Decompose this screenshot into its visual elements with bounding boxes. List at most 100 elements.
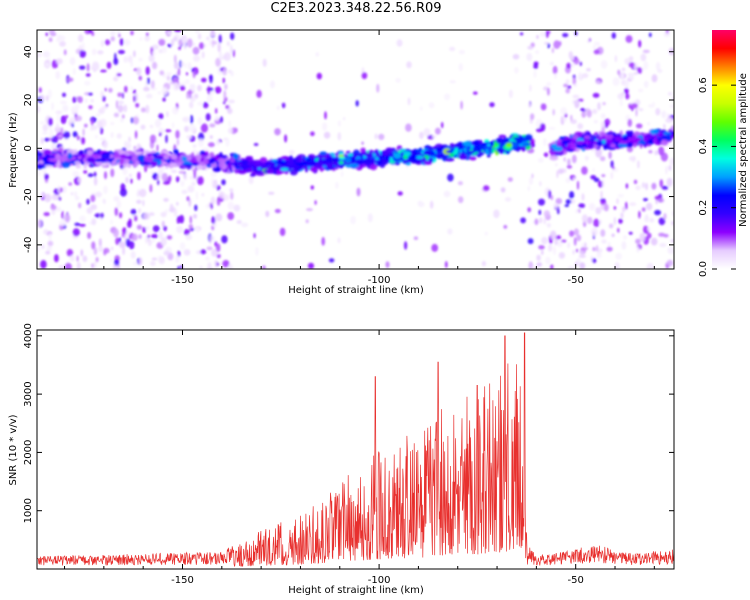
spectrogram-speckle-blob [581,166,588,175]
spectrogram-speckle-blob [159,70,165,76]
spectrogram-band-blob [191,152,195,159]
spectrogram-speckle-blob [395,77,401,83]
spectrogram-speckle-blob [617,227,620,233]
spectrogram-speckle-blob [545,256,551,265]
spectrogram-speckle-blob [40,121,44,125]
spectrogram-band-blob [294,165,301,169]
spectrogram-speckle-blob [536,262,542,267]
spectrogram-speckle-blob [648,104,655,108]
spectrogram-speckle-blob [201,193,205,197]
spectrogram-speckle-blob [593,120,598,124]
spectrogram-band-blob [567,145,571,151]
spectrogram-speckle-blob [262,265,266,269]
spectrogram-speckle-blob [218,51,223,61]
spectrogram-speckle-blob [48,37,53,42]
spectrogram-speckle-blob [100,39,104,48]
spectrogram-speckle-blob [116,200,122,209]
spectrogram-speckle-blob [172,106,179,115]
spectrogram-speckle-blob [617,194,625,198]
spectrogram-band-blob [584,139,590,145]
spectrogram-speckle-blob [93,171,97,178]
spectrogram-speckle-blob [222,68,227,76]
spectrogram-speckle-blob [136,191,140,198]
spectrogram-speckle-blob [643,80,649,88]
spectrogram-speckle-blob [129,173,132,177]
spectrogram-speckle-blob [552,65,558,75]
spectrogram-speckle-blob [648,150,653,154]
spectrogram-speckle-blob [113,57,119,65]
spectrogram-speckle-blob [113,228,119,238]
spectrogram-band-blob [603,144,608,151]
spectrogram-speckle-blob [279,227,286,237]
spectrogram-band-blob [75,164,81,169]
spectrogram-speckle-blob [361,72,368,80]
spectrogram-speckle-blob [248,175,254,185]
spectrogram-speckle-blob [91,48,97,55]
spectrogram-speckle-blob [593,177,600,183]
spectrogram-speckle-blob [95,191,102,198]
spectrogram-speckle-blob [535,50,539,54]
spectrogram-band-blob [355,158,364,165]
spectrogram-speckle-blob [145,32,149,37]
spectrogram-speckle-blob [547,87,550,96]
spectrogram-speckle-blob [43,229,49,235]
spectrogram-speckle-blob [655,108,661,116]
spectrogram-speckle-blob [538,198,545,206]
spectrogram-speckle-blob [642,49,650,54]
spectrogram-speckle-blob [458,196,464,204]
spectrogram-speckle-blob [622,206,626,213]
spectrogram-speckle-blob [130,86,133,90]
spectrogram-band-blob [428,146,433,150]
spectrogram-speckle-blob [45,95,49,102]
spectrogram-speckle-blob [42,51,51,58]
spectrogram-speckle-blob [567,266,575,269]
spectrogram-band-blob [170,153,177,160]
spectrogram-speckle-blob [130,251,136,259]
spectrogram-speckle-blob [651,182,657,190]
spectrogram-speckle-blob [562,118,567,122]
spectrogram-speckle-blob [561,239,567,243]
spectrogram-band-blob [196,165,204,170]
spectrogram-speckle-blob [624,88,629,94]
snr-xlabel: Height of straight line (km) [288,585,424,596]
spectrogram-speckle-blob [142,226,147,233]
spectrogram-band-blob [508,138,515,142]
spectrogram-speckle-blob [54,126,61,133]
spectrogram-speckle-blob [45,32,49,36]
spectrogram-speckle-blob [150,80,155,89]
spectrogram-speckle-blob [543,86,549,91]
spectrogram-speckle-blob [125,176,129,184]
spectrogram-speckle-blob [573,99,580,104]
spectrogram-speckle-blob [621,67,626,72]
spectrogram-speckle-blob [539,217,543,224]
spectrogram-speckle-blob [316,72,322,80]
spectrogram-speckle-blob [56,122,59,130]
spectrogram-speckle-blob [663,213,667,220]
spectrogram-speckle-blob [211,41,218,45]
spectrogram-speckle-blob [128,55,133,63]
spectrogram-speckle-blob [211,235,215,242]
spectrogram-speckle-blob [170,38,175,47]
spectrogram-speckle-blob [207,85,211,95]
spectrogram-band-blob [469,156,477,161]
spectrogram-speckle-blob [135,130,138,139]
spectrogram-speckle-blob [281,102,286,109]
spectrogram-band-blob [496,147,501,153]
spectrogram-speckle-blob [540,32,546,37]
snr-series [37,332,674,568]
spectrogram-speckle-blob [575,209,578,214]
spectrogram-speckle-blob [569,150,572,155]
spectrogram-band-blob [267,161,274,164]
spectrogram-xlabel: Height of straight line (km) [288,285,424,296]
spectrogram-speckle-blob [553,202,559,209]
spectrogram-band-blob [660,139,669,146]
spectrogram-speckle-blob [404,241,408,250]
spectrogram-speckle-blob [226,41,230,47]
spectrogram-xtick-label: -50 [568,275,584,286]
spectrogram-band-blob [561,143,566,149]
spectrogram-band-blob [626,142,633,147]
spectrogram-speckle-blob [55,110,63,115]
spectrogram-speckle-blob [654,150,659,156]
spectrogram-speckle-blob [233,204,241,212]
spectrogram-speckle-blob [166,31,172,35]
